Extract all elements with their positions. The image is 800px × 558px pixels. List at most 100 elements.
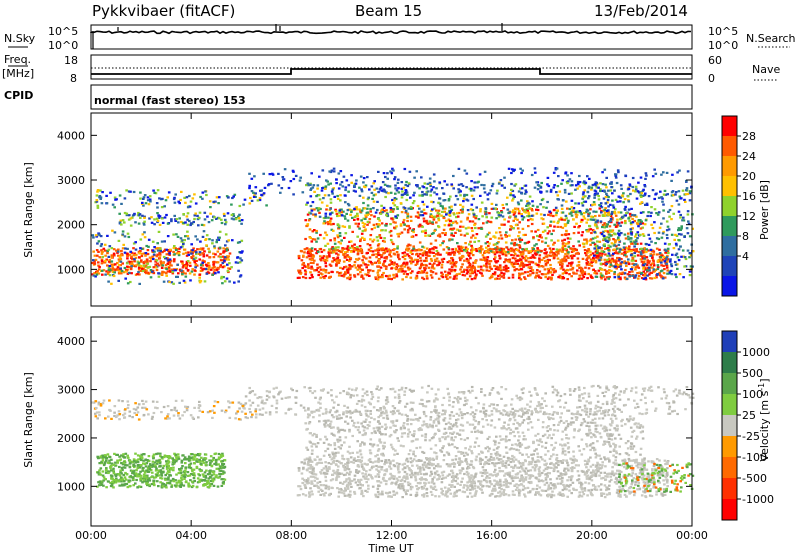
echo-cell (396, 251, 399, 253)
echo-cell (405, 210, 408, 212)
echo-cell (520, 172, 523, 174)
echo-cell (501, 211, 504, 213)
echo-cell (611, 260, 614, 262)
echo-cell (638, 275, 641, 277)
echo-cell (398, 258, 401, 260)
echo-cell (175, 233, 178, 235)
echo-cell (494, 207, 497, 209)
echo-cell (495, 204, 498, 206)
echo-cell (426, 272, 429, 274)
echo-cell (664, 190, 667, 192)
echo-cell (114, 231, 117, 233)
echo-cell (660, 196, 663, 198)
echo-cell (406, 273, 409, 275)
echo-cell (405, 276, 408, 278)
echo-cell (564, 253, 567, 255)
echo-cell (574, 211, 577, 213)
echo-cell (660, 262, 663, 264)
echo-cell (577, 202, 580, 204)
echo-cell (426, 275, 429, 277)
echo-cell (603, 243, 606, 245)
echo-cell (346, 179, 349, 181)
echo-cell (354, 216, 357, 218)
echo-cell (128, 219, 131, 221)
echo-cell (165, 275, 168, 277)
echo-cell (673, 247, 676, 249)
echo-cell (620, 211, 623, 213)
echo-cell (402, 221, 405, 223)
echo-cell (459, 230, 462, 232)
echo-cell (324, 188, 327, 190)
echo-cell (441, 187, 444, 189)
echo-cell (124, 278, 127, 280)
echo-cell (152, 457, 155, 459)
echo-cell (614, 241, 617, 243)
echo-cell (301, 267, 304, 269)
echo-cell (310, 262, 313, 264)
echo-cell (465, 186, 468, 188)
echo-cell (467, 227, 470, 229)
echo-cell (483, 265, 486, 267)
echo-cell (233, 218, 236, 220)
echo-cell (478, 250, 481, 252)
echo-cell (539, 271, 542, 273)
echo-cell (383, 207, 386, 209)
echo-cell (562, 211, 565, 213)
echo-cell (205, 268, 208, 270)
echo-cell (555, 191, 558, 193)
echo-cell (505, 203, 508, 205)
echo-cell (360, 219, 363, 221)
echo-cell (257, 199, 260, 201)
echo-cell (126, 262, 129, 264)
echo-cell (423, 218, 426, 220)
echo-cell (479, 210, 482, 212)
echo-cell (424, 230, 427, 232)
echo-cell (654, 208, 657, 210)
echo-cell (100, 235, 103, 237)
echo-cell (253, 175, 256, 177)
echo-cell (649, 255, 652, 257)
echo-cell (189, 265, 192, 267)
echo-cell (511, 199, 514, 201)
echo-cell (143, 479, 146, 481)
echo-cell (553, 209, 556, 211)
echo-cell (540, 182, 543, 184)
echo-cell (389, 251, 392, 253)
echo-cell (344, 218, 347, 220)
echo-cell (611, 211, 614, 213)
echo-cell (385, 275, 388, 277)
echo-cell (362, 255, 365, 257)
echo-cell (97, 457, 100, 459)
echo-cell (146, 258, 149, 260)
echo-cell (343, 176, 346, 178)
echo-cell (344, 257, 347, 259)
echo-cell (590, 228, 593, 230)
echo-cell (507, 221, 510, 223)
echo-cell (689, 270, 692, 272)
echo-cell (604, 238, 607, 240)
echo-cell (240, 223, 243, 225)
echo-cell (460, 256, 463, 258)
echo-cell (411, 259, 414, 261)
echo-cell (501, 237, 504, 239)
echo-cell (584, 249, 587, 251)
echo-cell (363, 177, 366, 179)
echo-cell (193, 193, 196, 195)
echo-cell (470, 245, 473, 247)
echo-cell (618, 258, 621, 260)
echo-cell (598, 270, 601, 272)
echo-cell (441, 205, 444, 207)
echo-cell (209, 200, 212, 202)
echo-cell (673, 239, 676, 241)
echo-cell (198, 277, 201, 279)
echo-cell (607, 205, 610, 207)
echo-cell (209, 213, 212, 215)
echo-cell (522, 251, 525, 253)
echo-cell (630, 254, 633, 256)
echo-cell (423, 193, 426, 195)
echo-cell (444, 224, 447, 226)
echo-cell (479, 259, 482, 261)
echo-cell (425, 220, 428, 222)
echo-cell (401, 211, 404, 213)
